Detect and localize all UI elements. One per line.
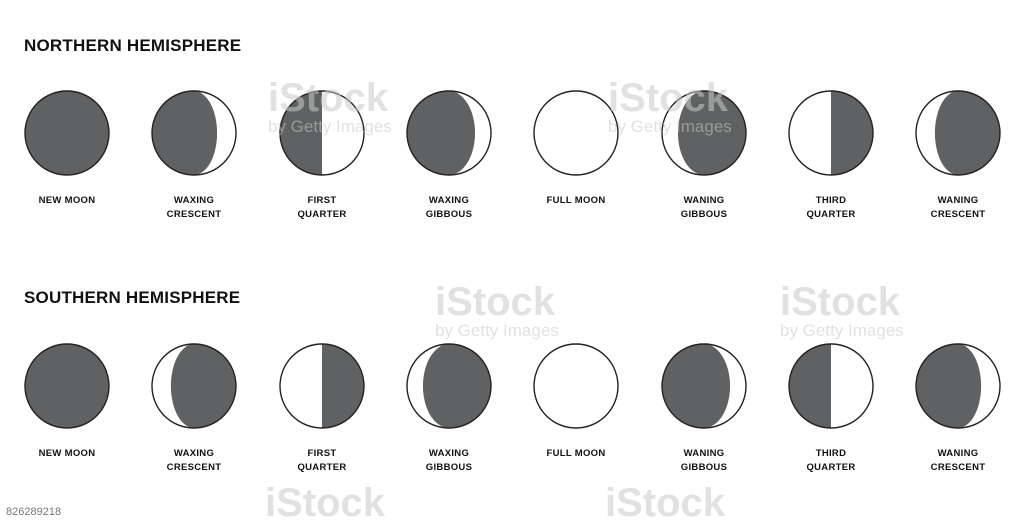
moon-phase-item: WANING CRESCENT <box>893 88 1023 222</box>
moon-phase-item: WAXING CRESCENT <box>129 341 259 475</box>
northern-phase-row: NEW MOON WAXING CRESCENT FIRST QUARTER WAXI… <box>0 88 1024 228</box>
moon-outline <box>406 90 492 176</box>
moon-phase-item: WAXING GIBBOUS <box>384 88 514 222</box>
moon-outline <box>151 343 237 429</box>
crescent-moon-icon <box>151 90 237 176</box>
quarter-moon-icon <box>279 343 365 429</box>
moon-shadow <box>677 91 746 175</box>
moon-phase-item: THIRD QUARTER <box>766 88 896 222</box>
northern-hemisphere-title: NORTHERN HEMISPHERE <box>24 36 242 55</box>
gibbous-moon-icon <box>661 90 747 176</box>
phase-label: FIRST QUARTER <box>297 448 347 473</box>
phase-label: WAXING GIBBOUS <box>425 195 473 220</box>
gibbous-moon-icon <box>406 343 492 429</box>
moon-outline <box>533 90 619 176</box>
phase-label: WANING GIBBOUS <box>680 448 728 473</box>
phase-label: WANING GIBBOUS <box>680 195 728 220</box>
moon-shadow <box>407 91 476 175</box>
moon-phase-item: WANING GIBBOUS <box>639 341 769 475</box>
moon-shadow <box>280 91 322 175</box>
phase-label: WAXING CRESCENT <box>166 195 222 220</box>
moon-phase-item: WANING GIBBOUS <box>639 88 769 222</box>
watermark: iStock <box>265 483 385 523</box>
moon-outline <box>279 343 365 429</box>
phase-label: WANING CRESCENT <box>930 195 986 220</box>
moon-outline <box>915 343 1001 429</box>
moon-outline <box>406 343 492 429</box>
crescent-moon-icon <box>151 343 237 429</box>
phase-label: FULL MOON <box>546 195 606 206</box>
moon-phase-item: FULL MOON <box>511 341 641 461</box>
moon-phase-item: NEW MOON <box>2 88 132 208</box>
watermark-caption: by Getty Images <box>435 321 559 340</box>
quarter-moon-icon <box>788 90 874 176</box>
new-moon-icon <box>24 343 110 429</box>
new-moon-icon <box>24 90 110 176</box>
phase-label: THIRD QUARTER <box>806 448 856 473</box>
moon-phase-item: THIRD QUARTER <box>766 341 896 475</box>
moon-outline <box>661 343 747 429</box>
moon-shadow <box>152 91 218 175</box>
watermark: iStock by Getty Images <box>435 282 559 340</box>
moon-shadow <box>831 91 873 175</box>
moon-outline <box>151 90 237 176</box>
watermark: iStock by Getty Images <box>780 282 904 340</box>
moon-phase-item: FIRST QUARTER <box>257 341 387 475</box>
moon-disc <box>534 344 618 428</box>
moon-shadow <box>934 91 1000 175</box>
moon-outline <box>915 90 1001 176</box>
moon-disc <box>25 344 109 428</box>
watermark-caption: by Getty Images <box>780 321 904 340</box>
crescent-moon-icon <box>915 343 1001 429</box>
moon-outline <box>661 90 747 176</box>
phase-label: FIRST QUARTER <box>297 195 347 220</box>
moon-shadow <box>170 344 236 428</box>
moon-phase-item: WAXING GIBBOUS <box>384 341 514 475</box>
phase-label: WANING CRESCENT <box>930 448 986 473</box>
phase-label: FULL MOON <box>546 448 606 459</box>
watermark-logo: iStock <box>780 280 901 324</box>
moon-outline <box>788 343 874 429</box>
moon-shadow <box>789 344 831 428</box>
phase-label: WAXING CRESCENT <box>166 448 222 473</box>
gibbous-moon-icon <box>406 90 492 176</box>
moon-outline <box>533 343 619 429</box>
moon-phase-item: WAXING CRESCENT <box>129 88 259 222</box>
phase-label: NEW MOON <box>38 448 96 459</box>
moon-outline <box>279 90 365 176</box>
moon-disc <box>25 91 109 175</box>
phase-label: WAXING GIBBOUS <box>425 448 473 473</box>
moon-phase-item: FIRST QUARTER <box>257 88 387 222</box>
quarter-moon-icon <box>788 343 874 429</box>
moon-shadow <box>916 344 982 428</box>
moon-disc <box>534 91 618 175</box>
watermark-logo: iStock <box>265 481 386 525</box>
moon-phase-item: WANING CRESCENT <box>893 341 1023 475</box>
full-moon-icon <box>533 343 619 429</box>
moon-outline <box>788 90 874 176</box>
moon-phase-item: NEW MOON <box>2 341 132 461</box>
full-moon-icon <box>533 90 619 176</box>
watermark-logo: iStock <box>435 280 556 324</box>
phase-label: NEW MOON <box>38 195 96 206</box>
phase-label: THIRD QUARTER <box>806 195 856 220</box>
crescent-moon-icon <box>915 90 1001 176</box>
southern-hemisphere-title: SOUTHERN HEMISPHERE <box>24 288 241 307</box>
southern-phase-row: NEW MOON WAXING CRESCENT FIRST QUARTER WAXI… <box>0 341 1024 481</box>
moon-outline <box>24 90 110 176</box>
watermark-logo: iStock <box>605 481 726 525</box>
moon-shadow <box>662 344 731 428</box>
moon-outline <box>24 343 110 429</box>
stock-id: 826289218 <box>3 505 65 519</box>
gibbous-moon-icon <box>661 343 747 429</box>
moon-shadow <box>322 344 364 428</box>
quarter-moon-icon <box>279 90 365 176</box>
watermark: iStock <box>605 483 725 523</box>
moon-shadow <box>422 344 491 428</box>
moon-phase-item: FULL MOON <box>511 88 641 208</box>
